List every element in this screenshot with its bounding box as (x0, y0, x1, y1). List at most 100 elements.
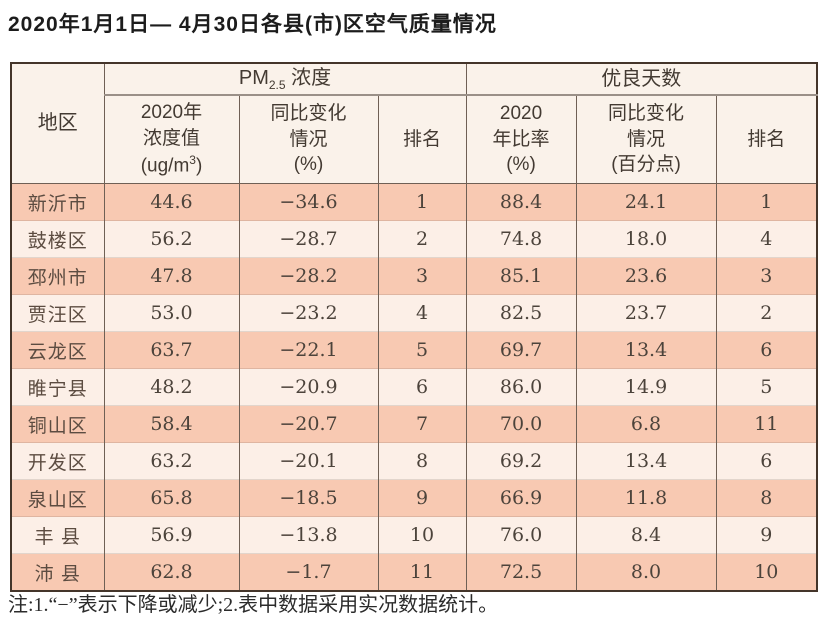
pm-rank-cell: 11 (377, 553, 467, 591)
header-group-row: 地区 PM2.5 浓度 优良天数 (10, 63, 818, 184)
region-cell: 新沂市 (10, 183, 104, 221)
days-change-cell: 8.0 (575, 553, 717, 591)
unit-superscript: 3 (189, 152, 196, 167)
table-row: 贾汪区 53.0 −23.2 4 82.5 23.7 2 (10, 294, 818, 332)
pm-change-header-line3: (%) (293, 154, 324, 176)
days-rank-cell: 6 (715, 331, 818, 369)
table-row: 鼓楼区 56.2 −28.7 2 74.8 18.0 4 (10, 220, 818, 258)
header-sub-row: 2020年 浓度值 (ug/m3) 同比变化 情况 (%) 排名 2020 年比… (11, 95, 818, 184)
days-rank-cell: 2 (715, 294, 818, 332)
region-column-header: 地区 (10, 63, 104, 184)
air-quality-table: 地区 PM2.5 浓度 优良天数 2020年 浓度值 (ug/m3) 同比变化 … (10, 62, 819, 592)
days-ratio-cell: 74.8 (465, 220, 577, 258)
pm-value-cell: 56.9 (103, 516, 239, 554)
pm-change-header-line2: 情况 (289, 128, 328, 150)
days-rank-cell: 1 (715, 183, 818, 221)
days-ratio-cell: 76.0 (465, 516, 577, 554)
pm-rank-cell: 6 (377, 368, 467, 406)
days-ratio-cell: 72.5 (465, 553, 577, 591)
pm-value-cell: 58.4 (103, 405, 239, 443)
region-cell: 睢宁县 (10, 368, 104, 406)
pm-change-cell: −20.9 (238, 368, 378, 406)
days-ratio-header-line3: (%) (506, 154, 536, 176)
days-change-cell: 23.7 (575, 294, 717, 332)
pm-change-header-line1: 同比变化 (270, 103, 347, 125)
pm-value-header-line1: 2020年 (140, 102, 203, 124)
pm-rank-cell: 5 (377, 331, 467, 369)
pm-change-cell: −34.6 (238, 183, 378, 221)
days-change-header-line2: 情况 (627, 128, 666, 150)
pm25-label-cn: 浓度 (285, 66, 332, 89)
pm-rank-cell: 2 (377, 220, 467, 258)
pm25-subscript: 2.5 (268, 77, 286, 92)
pm-change-cell: −28.2 (238, 257, 378, 295)
pm25-group-header: PM2.5 浓度 (103, 63, 467, 96)
pm-rank-cell: 1 (377, 183, 467, 221)
pm-rank-column-header: 排名 (377, 95, 467, 184)
pm-change-cell: −13.8 (238, 516, 378, 554)
pm-change-cell: −20.7 (238, 405, 378, 443)
pm-rank-cell: 3 (377, 257, 467, 295)
pm-rank-cell: 9 (377, 479, 467, 517)
days-ratio-cell: 69.2 (465, 442, 577, 480)
days-change-cell: 13.4 (575, 331, 717, 369)
pm-value-cell: 44.6 (103, 183, 239, 221)
pm-value-cell: 47.8 (103, 257, 239, 295)
pm-rank-cell: 7 (377, 405, 467, 443)
table-row: 云龙区 63.7 −22.1 5 69.7 13.4 6 (10, 331, 818, 369)
table-row: 开发区 63.2 −20.1 8 69.2 13.4 6 (10, 442, 818, 480)
days-ratio-cell: 88.4 (465, 183, 577, 221)
pm-value-cell: 53.0 (103, 294, 239, 332)
page-title: 2020年1月1日— 4月30日各县(市)区空气质量情况 (8, 13, 497, 36)
table-row: 丰 县 56.9 −13.8 10 76.0 8.4 9 (10, 516, 818, 554)
pm-change-column-header: 同比变化 情况 (%) (238, 95, 378, 184)
pm-change-cell: −22.1 (238, 331, 378, 369)
days-ratio-header-line2: 年比率 (492, 128, 550, 150)
days-change-header-line3: (百分点) (611, 154, 681, 176)
region-cell: 丰 县 (10, 516, 104, 554)
days-rank-cell: 10 (715, 553, 818, 591)
days-rank-cell: 3 (715, 257, 818, 295)
table-body: 新沂市 44.6 −34.6 1 88.4 24.1 1 鼓楼区 56.2 −2… (10, 183, 818, 591)
table-row: 睢宁县 48.2 −20.9 6 86.0 14.9 5 (10, 368, 818, 406)
pm-change-cell: −18.5 (238, 479, 378, 517)
days-rank-cell: 9 (715, 516, 818, 554)
pm-value-column-header: 2020年 浓度值 (ug/m3) (103, 95, 239, 184)
region-cell: 泉山区 (10, 479, 104, 517)
days-change-cell: 23.6 (575, 257, 717, 295)
days-change-column-header: 同比变化 情况 (百分点) (575, 95, 717, 184)
region-cell: 贾汪区 (10, 294, 104, 332)
pm-value-cell: 62.8 (103, 553, 239, 591)
table-row: 新沂市 44.6 −34.6 1 88.4 24.1 1 (10, 183, 818, 221)
pm-value-cell: 63.2 (103, 442, 239, 480)
days-rank-cell: 8 (715, 479, 818, 517)
pm-value-header-line2: 浓度值 (142, 128, 200, 150)
good-days-group-header: 优良天数 (465, 63, 818, 96)
unit-prefix: (ug/m (140, 154, 190, 176)
table-row: 泉山区 65.8 −18.5 9 66.9 11.8 8 (10, 479, 818, 517)
pm-change-cell: −23.2 (238, 294, 378, 332)
pm25-label-latin: PM (238, 66, 269, 89)
days-ratio-cell: 86.0 (465, 368, 577, 406)
pm-value-cell: 63.7 (103, 331, 239, 369)
days-rank-cell: 6 (715, 442, 818, 480)
pm-change-cell: −20.1 (238, 442, 378, 480)
region-cell: 邳州市 (10, 257, 104, 295)
pm-rank-cell: 8 (377, 442, 467, 480)
days-change-cell: 6.8 (575, 405, 717, 443)
days-ratio-cell: 82.5 (465, 294, 577, 332)
footnote: 注:1.“−”表示下降或减少;2.表中数据采用实况数据统计。 (8, 594, 499, 616)
region-cell: 鼓楼区 (10, 220, 104, 258)
days-change-cell: 8.4 (575, 516, 717, 554)
days-ratio-header-line1: 2020 (499, 103, 543, 125)
days-ratio-column-header: 2020 年比率 (%) (465, 95, 577, 184)
pm-rank-cell: 10 (377, 516, 467, 554)
days-change-header-line1: 同比变化 (608, 103, 685, 125)
days-change-cell: 11.8 (575, 479, 717, 517)
pm-rank-cell: 4 (377, 294, 467, 332)
days-ratio-cell: 66.9 (465, 479, 577, 517)
days-ratio-cell: 85.1 (465, 257, 577, 295)
pm-value-header-unit: (ug/m3) (105, 152, 239, 179)
region-cell: 铜山区 (10, 405, 104, 443)
pm-value-cell: 56.2 (103, 220, 239, 258)
